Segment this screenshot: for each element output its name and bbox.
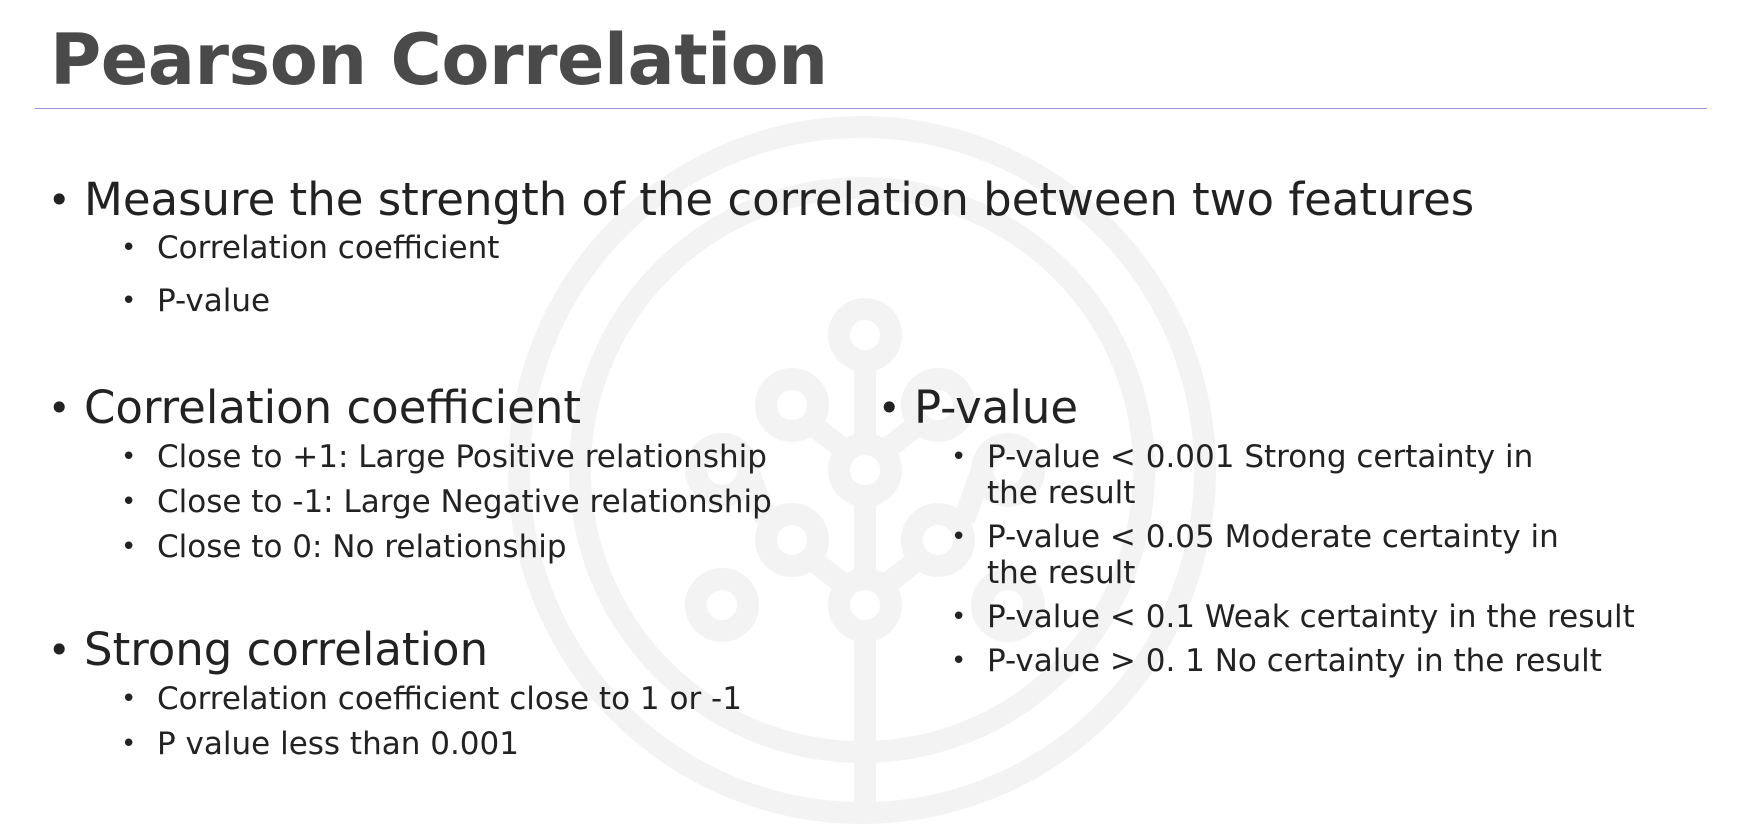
pvalue-item: P-value < 0.05 Moderate certainty in the… (951, 519, 1591, 591)
measure-section: Measure the strength of the correlation … (48, 172, 1474, 319)
coefficient-item: Close to -1: Large Negative relationship (121, 484, 772, 520)
coefficient-item: Close to 0: No relationship (121, 529, 772, 565)
coefficient-list: Close to +1: Large Positive relationship… (121, 439, 772, 565)
pvalue-item: P-value < 0.001 Strong certainty in the … (951, 439, 1591, 511)
title-divider (35, 108, 1707, 109)
measure-list: Correlation coefficient P-value (121, 230, 1474, 319)
pvalue-section: P-value P-value < 0.001 Strong certainty… (878, 380, 1635, 687)
pvalue-list: P-value < 0.001 Strong certainty in the … (951, 439, 1635, 679)
measure-item: Correlation coefficient (121, 230, 1474, 266)
pvalue-item: P-value < 0.1 Weak certainty in the resu… (951, 599, 1635, 635)
coefficient-heading: Correlation coefficient (48, 380, 772, 436)
strong-list: Correlation coefficient close to 1 or -1… (121, 681, 742, 762)
pvalue-heading: P-value (878, 380, 1591, 436)
strong-section: Strong correlation Correlation coefficie… (48, 622, 742, 762)
strong-item: P value less than 0.001 (121, 726, 742, 762)
page-title: Pearson Correlation (50, 19, 828, 101)
coefficient-section: Correlation coefficient Close to +1: Lar… (48, 380, 772, 565)
pvalue-item: P-value > 0. 1 No certainty in the resul… (951, 643, 1602, 679)
strong-heading: Strong correlation (48, 622, 742, 678)
measure-item: P-value (121, 283, 1474, 319)
measure-heading: Measure the strength of the correlation … (48, 172, 1474, 228)
strong-item: Correlation coefficient close to 1 or -1 (121, 681, 742, 717)
coefficient-item: Close to +1: Large Positive relationship (121, 439, 772, 475)
